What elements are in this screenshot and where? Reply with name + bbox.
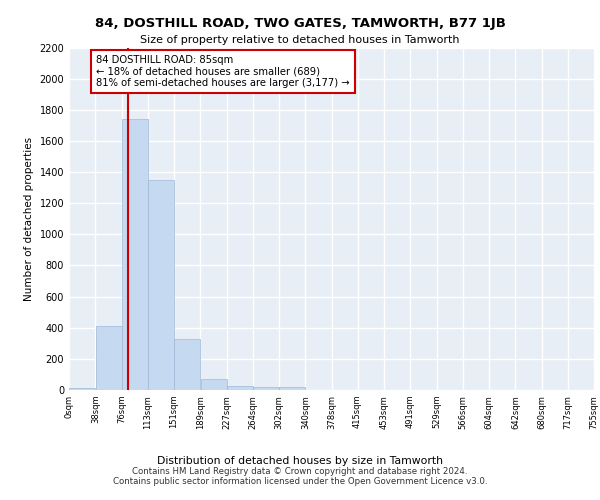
Text: 84 DOSTHILL ROAD: 85sqm
← 18% of detached houses are smaller (689)
81% of semi-d: 84 DOSTHILL ROAD: 85sqm ← 18% of detache… [96,56,350,88]
Bar [69,388,95,390]
Text: Contains public sector information licensed under the Open Government Licence v3: Contains public sector information licen… [113,477,487,486]
Text: Contains HM Land Registry data © Crown copyright and database right 2024.: Contains HM Land Registry data © Crown c… [132,467,468,476]
Bar [174,338,200,390]
Bar [253,387,279,390]
Bar [122,119,148,390]
Text: Distribution of detached houses by size in Tamworth: Distribution of detached houses by size … [157,456,443,466]
Bar [148,180,174,390]
Bar [200,379,227,390]
Text: Size of property relative to detached houses in Tamworth: Size of property relative to detached ho… [140,35,460,45]
Bar [279,387,305,390]
Bar [227,386,253,390]
Y-axis label: Number of detached properties: Number of detached properties [24,136,34,301]
Bar [95,326,122,390]
Text: 84, DOSTHILL ROAD, TWO GATES, TAMWORTH, B77 1JB: 84, DOSTHILL ROAD, TWO GATES, TAMWORTH, … [95,18,505,30]
